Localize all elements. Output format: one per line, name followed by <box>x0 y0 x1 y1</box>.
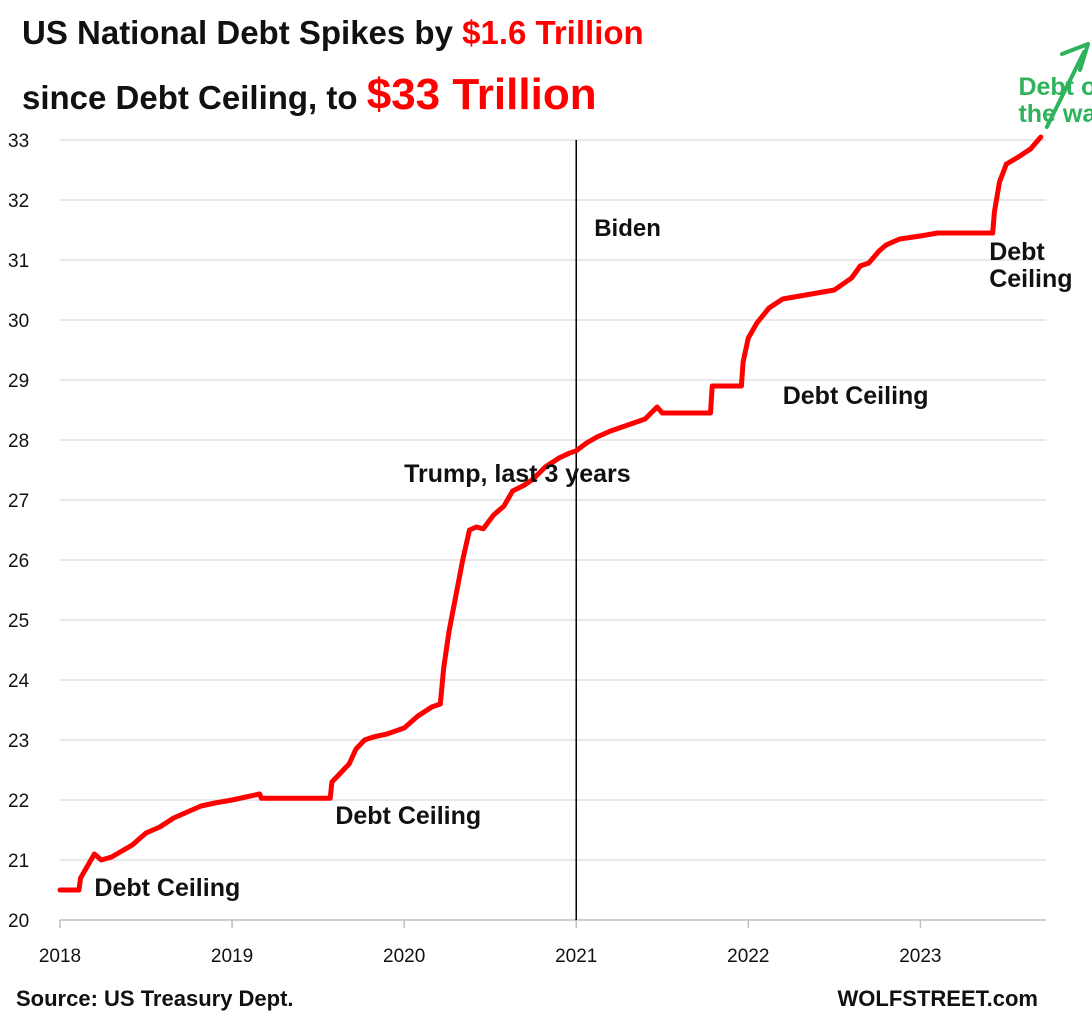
y-tick-label-25: 25 <box>8 611 29 632</box>
title-line2-prefix: since Debt Ceiling, to <box>22 79 367 116</box>
y-tick-label-32: 32 <box>8 191 29 212</box>
y-tick-label-24: 24 <box>8 671 30 692</box>
biden-marker: Biden <box>575 140 661 920</box>
annotation-4: Debt <box>989 238 1045 266</box>
x-tick-label-2018: 2018 <box>39 946 81 967</box>
chart-title-line2: since Debt Ceiling, to $33 Trillion <box>22 70 597 120</box>
grid-lines <box>60 139 1046 861</box>
annotation-2: Trump, last 3 years <box>404 460 631 488</box>
y-tick-label-20: 20 <box>8 911 29 932</box>
annotations: Debt Ceiling Debt Ceiling Trump, last 3 ye… <box>94 42 1092 902</box>
title-line1-highlight: $1.6 Trillion <box>462 14 644 51</box>
series-lines <box>57 134 1044 893</box>
callout-arrow-shaft <box>1044 50 1086 129</box>
chart-title-line1: US National Debt Spikes by $1.6 Trillion <box>22 14 644 52</box>
brand-label: WOLFSTREET.com <box>837 986 1038 1011</box>
y-tick-label-29: 29 <box>8 371 29 392</box>
source-note: Source: US Treasury Dept. <box>16 986 294 1011</box>
x-tick-label-2023: 2023 <box>899 946 941 967</box>
annotation-1: Debt Ceiling <box>335 802 481 830</box>
y-tick-label-28: 28 <box>8 431 29 452</box>
biden-label: Biden <box>594 215 661 242</box>
series-line-0 <box>57 134 1044 893</box>
annotation-6: Debt out <box>1018 73 1092 101</box>
annotation-0: Debt Ceiling <box>94 874 240 902</box>
y-tick-label-30: 30 <box>8 311 29 332</box>
y-tick-label-21: 21 <box>8 851 29 872</box>
annotation-5: Ceiling <box>989 265 1072 293</box>
y-tick-label-22: 22 <box>8 791 29 812</box>
x-tick-label-2020: 2020 <box>383 946 425 967</box>
x-tick-label-2022: 2022 <box>727 946 769 967</box>
y-axis-ticks: 20 21 22 23 24 25 26 27 28 29 30 31 32 33 <box>8 131 30 932</box>
x-axis-ticks: 2018 2019 2020 2021 2022 2023 <box>39 919 1046 967</box>
x-tick-label-2021: 2021 <box>555 946 597 967</box>
y-tick-label-23: 23 <box>8 731 29 752</box>
callout-arrow-head <box>1060 42 1090 72</box>
title-line1-prefix: US National Debt Spikes by <box>22 14 463 51</box>
y-tick-label-33: 33 <box>8 131 29 152</box>
annotation-3: Debt Ceiling <box>783 382 929 410</box>
x-tick-label-2019: 2019 <box>211 946 253 967</box>
title-line2-highlight: $33 Trillion <box>366 70 597 119</box>
y-tick-label-27: 27 <box>8 491 29 512</box>
y-tick-label-31: 31 <box>8 251 29 272</box>
y-tick-label-26: 26 <box>8 551 29 572</box>
